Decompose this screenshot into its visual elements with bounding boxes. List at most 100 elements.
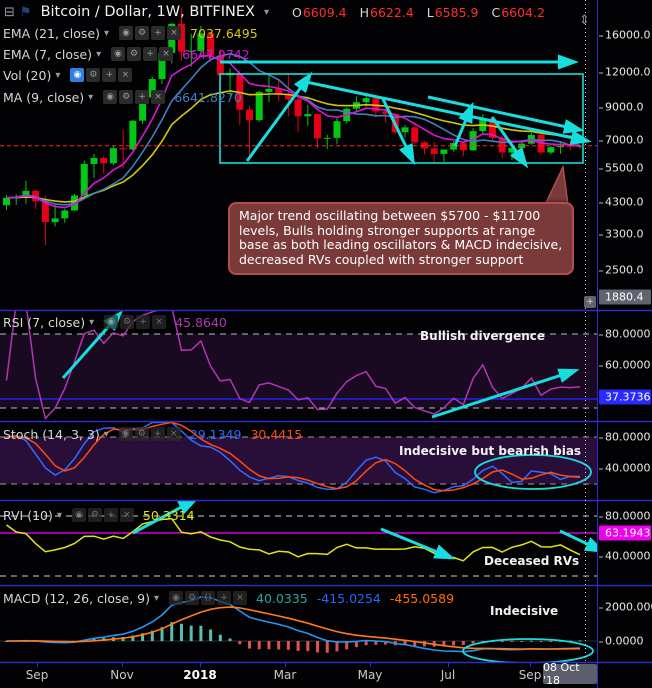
macd-hist-bar bbox=[461, 641, 465, 645]
volume-value-badge: 1880.4 bbox=[599, 289, 651, 305]
rvi-header: RVI (10) ▾ ◉ ⚙ + × 50.3314 bbox=[3, 507, 195, 523]
macd-hist-bar bbox=[510, 641, 514, 642]
plus-icon[interactable]: + bbox=[143, 47, 158, 61]
macd-label[interactable]: MACD (12, 26, close, 9) bbox=[3, 590, 150, 606]
gear-icon[interactable]: ⚙ bbox=[120, 315, 135, 329]
plus-icon[interactable]: + bbox=[103, 508, 118, 522]
macd-hist-bar bbox=[354, 641, 358, 648]
stoch-label[interactable]: Stoch (14, 3, 3) bbox=[3, 426, 100, 442]
low-label: L bbox=[426, 4, 434, 20]
candle-body bbox=[80, 164, 88, 196]
gear-icon[interactable]: ⚙ bbox=[86, 68, 101, 82]
macd-hist-bar bbox=[539, 641, 543, 642]
stoch-d-value: 30.4415 bbox=[250, 426, 303, 442]
vol-label[interactable]: Vol (20) bbox=[3, 67, 52, 83]
macd-hist-bar bbox=[500, 641, 504, 642]
annotation-indecisive[interactable]: Indecisive bbox=[490, 604, 559, 618]
symbol-title[interactable]: Bitcoin / Dollar, 1W, BITFINEX bbox=[40, 4, 255, 20]
ema21-label[interactable]: EMA (21, close) bbox=[3, 25, 101, 41]
plus-icon[interactable]: + bbox=[102, 68, 117, 82]
ema7-label[interactable]: EMA (7, close) bbox=[3, 46, 93, 62]
gear-icon[interactable]: ⚙ bbox=[135, 26, 150, 40]
chevron-down-icon[interactable]: ▾ bbox=[104, 27, 110, 39]
candle-body bbox=[450, 143, 458, 150]
menu-icon[interactable]: ⊟ bbox=[4, 4, 15, 20]
macd-hist-bar bbox=[364, 641, 368, 646]
rsi-label[interactable]: RSI (7, close) bbox=[3, 314, 86, 330]
macd-hist-bar bbox=[218, 634, 222, 641]
candle-body bbox=[207, 33, 215, 56]
trend-arrow bbox=[245, 71, 313, 162]
time-axis[interactable]: 08 Oct '18 Sep Nov 2018 Mar May Jul Sep bbox=[0, 661, 652, 688]
legend-row-ma9: MA (9, close) ▾ ◉ ⚙ + × 6641.8270 bbox=[3, 89, 242, 105]
plus-icon[interactable]: + bbox=[217, 591, 232, 605]
eye-icon[interactable]: ◉ bbox=[118, 427, 133, 441]
chevron-down-icon[interactable]: ▾ bbox=[55, 69, 61, 81]
candle-body bbox=[362, 98, 370, 103]
ma9-label[interactable]: MA (9, close) bbox=[3, 89, 85, 105]
rvi-value-badge: 63.1943 bbox=[599, 525, 651, 541]
chevron-down-icon[interactable]: ▾ bbox=[88, 91, 94, 103]
eye-icon[interactable]: ◉ bbox=[104, 315, 119, 329]
eye-icon[interactable]: ◉ bbox=[71, 508, 86, 522]
price-axis[interactable]: 16000.0 12000.0 9000.0 7000.0 5500.0 4300.0 33… bbox=[597, 0, 652, 688]
axis-label: 5500.0 bbox=[599, 161, 644, 175]
legend-row-ema7: EMA (7, close) ▾ ◉ ⚙ + × 6647.9742 bbox=[3, 46, 250, 62]
time-tick bbox=[370, 663, 371, 667]
candle-body bbox=[139, 97, 147, 121]
gear-icon[interactable]: ⚙ bbox=[87, 508, 102, 522]
axis-label: 9000.0 bbox=[599, 100, 644, 114]
highlight-ellipse bbox=[474, 454, 592, 490]
plus-icon[interactable]: + bbox=[151, 26, 166, 40]
gear-icon[interactable]: ⚙ bbox=[119, 90, 134, 104]
chart-shape bbox=[0, 422, 597, 494]
candle-body bbox=[440, 149, 448, 154]
chevron-down-icon[interactable]: ▾ bbox=[56, 509, 62, 521]
eye-icon[interactable]: ◉ bbox=[119, 26, 134, 40]
close-icon[interactable]: × bbox=[167, 26, 182, 40]
rsi-value-badge: 37.3736 bbox=[599, 389, 651, 405]
close-icon[interactable]: × bbox=[166, 427, 181, 441]
gear-icon[interactable]: ⚙ bbox=[134, 427, 149, 441]
eye-icon[interactable]: ◉ bbox=[70, 68, 85, 82]
candle-body bbox=[246, 109, 253, 121]
flag-icon[interactable]: ⚑ bbox=[19, 4, 32, 20]
macd-hist-bar bbox=[374, 641, 378, 645]
chevron-down-icon[interactable]: ▾ bbox=[154, 592, 160, 604]
chevron-down-icon[interactable]: ▾ bbox=[263, 6, 269, 18]
plus-icon[interactable]: + bbox=[136, 315, 151, 329]
chevron-down-icon[interactable]: ▾ bbox=[103, 428, 109, 440]
annotation-indecisive-bearish[interactable]: Indecisive but bearish bias bbox=[399, 444, 582, 458]
callout-note[interactable]: Major trend oscillating between $5700 - … bbox=[228, 202, 574, 275]
close-value: 6604.2 bbox=[501, 4, 545, 20]
eye-icon[interactable]: ◉ bbox=[169, 591, 184, 605]
gear-icon[interactable]: ⚙ bbox=[185, 591, 200, 605]
braces-icon[interactable]: () bbox=[201, 591, 216, 605]
macd-hist-bar bbox=[578, 640, 582, 642]
anchor-icon[interactable]: + bbox=[584, 296, 596, 308]
eye-icon[interactable]: ◉ bbox=[111, 47, 126, 61]
trend-arrow bbox=[305, 80, 592, 145]
close-icon[interactable]: × bbox=[118, 68, 133, 82]
annotation-deceased-rvs[interactable]: Deceased RVs bbox=[484, 554, 580, 568]
macd-header: MACD (12, 26, close, 9) ▾ ◉ ⚙ () + × 40.… bbox=[3, 590, 454, 606]
plus-icon[interactable]: + bbox=[135, 90, 150, 104]
eye-icon[interactable]: ◉ bbox=[103, 90, 118, 104]
candle-body bbox=[90, 158, 98, 165]
rvi-label[interactable]: RVI (10) bbox=[3, 507, 53, 523]
updown-arrows-icon[interactable]: ⇕ bbox=[579, 13, 590, 28]
gear-icon[interactable]: ⚙ bbox=[127, 47, 142, 61]
close-icon[interactable]: × bbox=[119, 508, 134, 522]
plus-icon[interactable]: + bbox=[150, 427, 165, 441]
chevron-down-icon[interactable]: ▾ bbox=[96, 48, 102, 60]
time-label: Mar bbox=[273, 668, 297, 682]
close-icon[interactable]: × bbox=[159, 47, 174, 61]
close-icon[interactable]: × bbox=[152, 315, 167, 329]
close-icon[interactable]: × bbox=[233, 591, 248, 605]
annotation-bullish-divergence[interactable]: Bullish divergence bbox=[420, 329, 545, 343]
rsi-band bbox=[0, 334, 597, 408]
chevron-down-icon[interactable]: ▾ bbox=[89, 316, 95, 328]
macd-hist-bar bbox=[335, 641, 339, 652]
close-icon[interactable]: × bbox=[151, 90, 166, 104]
